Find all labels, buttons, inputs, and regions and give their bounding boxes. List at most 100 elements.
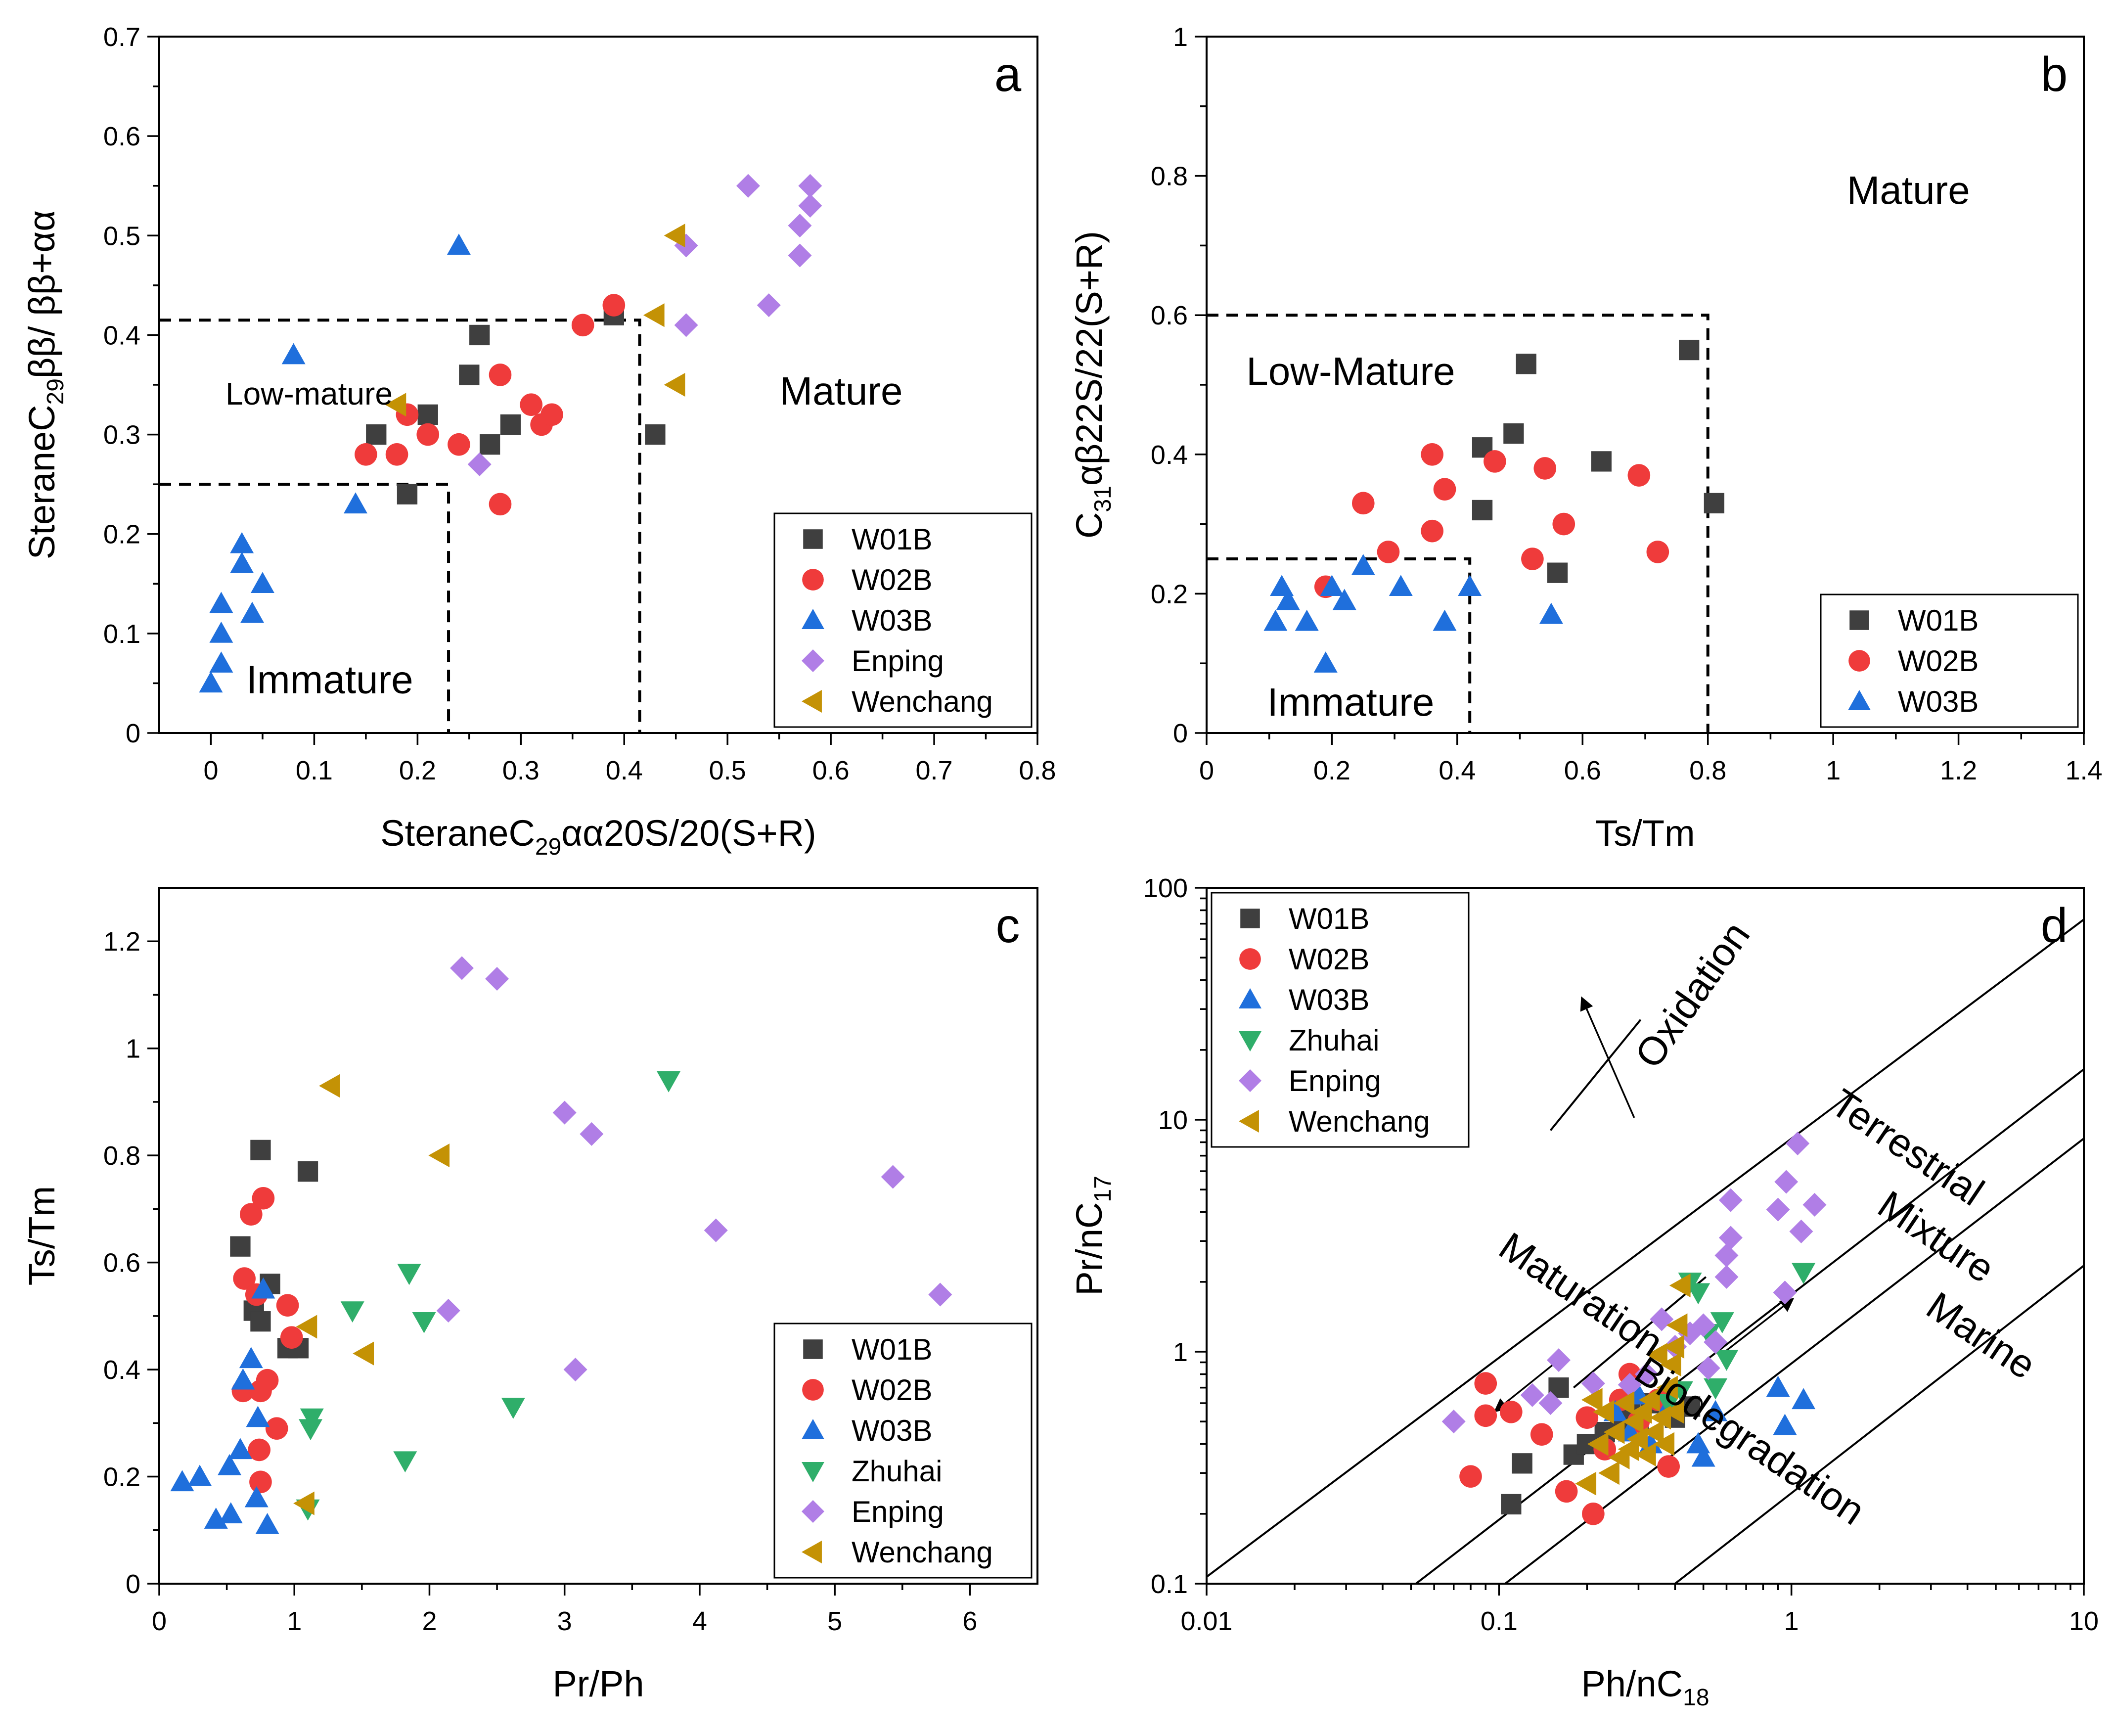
legend-marker-W03B [1848, 690, 1871, 710]
x-tick-label: 6 [962, 1606, 977, 1636]
point-W01B [469, 324, 490, 346]
y-tick-label: 0.7 [103, 22, 140, 52]
y-tick-label: 1 [1173, 22, 1188, 52]
x-tick-label: 0.2 [1313, 756, 1350, 785]
point-W03B [1295, 609, 1319, 631]
legend-marker-Wenchang [802, 1541, 822, 1563]
point-W03B [239, 1347, 263, 1369]
point-Enping [1714, 1243, 1739, 1268]
point-W03B [170, 1470, 194, 1492]
point-W02B [1582, 1503, 1605, 1525]
point-W03B [228, 1438, 252, 1460]
point-W02B [571, 314, 594, 337]
point-Enping [881, 1165, 905, 1189]
point-Wenchang [1618, 1437, 1639, 1462]
point-W03B [281, 343, 306, 365]
point-W02B [448, 433, 470, 456]
y-tick-label: 0.6 [1151, 301, 1188, 330]
point-Wenchang [428, 1143, 450, 1168]
legend-marker-W01B [1849, 610, 1869, 630]
point-Enping [450, 956, 474, 980]
panel-d-x-axis-label: Ph/nC18 [1581, 1663, 1709, 1711]
point-Enping [1718, 1188, 1743, 1212]
panel-label-a: a [994, 47, 1022, 101]
point-Wenchang [1613, 1391, 1635, 1416]
point-W02B [602, 294, 626, 317]
point-W03B [230, 532, 254, 553]
point-Wenchang [664, 224, 685, 248]
series-W01B [366, 305, 666, 504]
point-W01B [250, 1311, 271, 1332]
point-Enping [1714, 1265, 1739, 1289]
y-label-sub: 31 [1090, 486, 1116, 512]
y-tick-label: 0.6 [103, 1248, 140, 1278]
x-tick-label: 0.4 [606, 756, 643, 785]
point-W03B [244, 1486, 269, 1508]
series-Enping [436, 956, 952, 1382]
point-Enping [674, 313, 698, 337]
x-tick-label: 10 [2069, 1606, 2099, 1636]
point-W02B [489, 493, 512, 516]
point-Enping [580, 1122, 604, 1146]
x-tick-label: 0.01 [1180, 1606, 1232, 1636]
x-tick-label: 0 [152, 1606, 167, 1636]
x-tick-label: 0.1 [296, 756, 333, 785]
legend-label-W03B: W03B [1898, 685, 1979, 718]
x-tick-label: 0 [1199, 756, 1214, 785]
legend-marker-Zhuhai [802, 1462, 824, 1482]
point-W03B [240, 601, 265, 623]
legend-label-W01B: W01B [852, 523, 932, 556]
y-label-rest: ββ/ ββ+αα [21, 210, 62, 378]
y-tick-label: 0.6 [103, 122, 140, 151]
x-label-main: Ph/nC [1581, 1663, 1683, 1704]
series-Enping [1441, 1132, 1827, 1434]
point-Wenchang [1626, 1427, 1648, 1451]
y-tick-label: 0 [1173, 719, 1188, 748]
region-annotation: Low-Mature [1246, 349, 1455, 393]
region-annotation: Mature [1847, 168, 1970, 212]
legend-label-Enping: Enping [852, 1495, 944, 1528]
point-Enping [798, 193, 822, 218]
x-label-sub: 18 [1683, 1685, 1709, 1711]
panel-c-plot-area [170, 956, 952, 1534]
point-W03B [1773, 1414, 1797, 1435]
region-annotation: Immature [246, 658, 413, 702]
point-W01B [459, 365, 480, 385]
legend-label-W02B: W02B [1898, 644, 1979, 678]
panel-b: 0 0.2 0.4 0.6 0.8 1 1.2 1.4 0 0.2 0.4 0.6 0.8 1 Ts/Tm C… [1069, 22, 2103, 854]
point-W03B [218, 1454, 242, 1475]
point-W02B [1533, 457, 1557, 480]
x-tick-label: 4 [692, 1606, 707, 1636]
y-tick-label: 0.2 [1151, 579, 1188, 609]
point-W02B [355, 443, 377, 466]
point-W01B [1472, 500, 1493, 521]
y-tick-label: 0.4 [1151, 440, 1188, 470]
y-label-main: Pr/nC [1069, 1202, 1110, 1296]
point-Wenchang [1660, 1353, 1681, 1377]
point-Zhuhai [412, 1312, 436, 1333]
legend-marker-W01B [803, 1339, 823, 1359]
point-Wenchang [1646, 1343, 1667, 1367]
classification-line [1674, 1265, 2084, 1584]
point-W02B [1575, 1406, 1599, 1429]
point-W03B [1320, 575, 1344, 596]
point-W03B [255, 1512, 279, 1534]
point-W02B [256, 1369, 279, 1392]
point-Enping [1789, 1219, 1813, 1243]
point-W02B [1459, 1465, 1482, 1488]
x-tick-label: 1.4 [2065, 756, 2102, 785]
legend-marker-W01B [803, 529, 823, 549]
legend-label-Zhuhai: Zhuhai [1289, 1024, 1379, 1057]
panel-c: 0 1 2 3 4 5 600.20.40.60.811.2Pr/PhTs/TmcW01BW… [21, 887, 1038, 1704]
point-Wenchang [1630, 1400, 1652, 1424]
point-W02B [1474, 1372, 1497, 1395]
legend-marker-W02B [802, 1379, 824, 1401]
x-tick-label: 0.6 [1564, 756, 1601, 785]
point-Wenchang [319, 1074, 340, 1098]
point-W03B [1766, 1375, 1790, 1397]
point-W02B [276, 1294, 299, 1317]
point-W03B [1332, 589, 1356, 610]
point-Enping [788, 214, 812, 238]
point-W02B [252, 1187, 275, 1210]
point-Enping [1547, 1348, 1571, 1372]
